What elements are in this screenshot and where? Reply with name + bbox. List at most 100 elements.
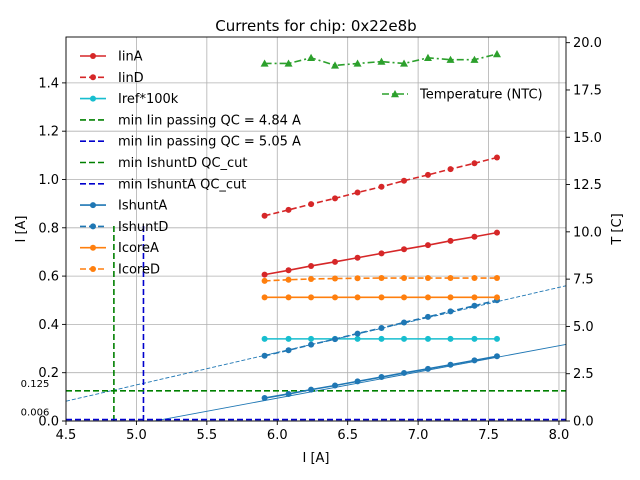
data-point xyxy=(471,275,478,282)
data-point xyxy=(332,382,339,389)
data-point-temperature xyxy=(446,55,455,63)
data-point-temperature xyxy=(260,59,269,67)
legend-label: Iref*100k xyxy=(118,92,179,107)
data-point xyxy=(471,294,478,301)
data-point-temperature xyxy=(307,53,316,62)
legend-label: IshuntA xyxy=(118,199,167,214)
legend-label: min Iin passing QC = 4.84 A xyxy=(118,113,301,128)
legend-marker xyxy=(90,74,96,81)
series-line-temperature xyxy=(264,53,498,67)
data-point xyxy=(261,294,268,301)
y-right-tick-label: 5.0 xyxy=(573,320,594,335)
legend-marker xyxy=(90,266,96,272)
data-point xyxy=(493,275,500,282)
legend-entry: min IshuntD QC_cut xyxy=(80,156,248,171)
data-point xyxy=(378,250,385,257)
legend-label: min Iin passing QC = 5.05 A xyxy=(118,135,301,150)
legend-entry: min IshuntA QC_cut xyxy=(80,177,246,192)
data-point xyxy=(401,177,408,184)
data-point xyxy=(447,237,454,244)
data-point xyxy=(308,262,315,269)
data-point xyxy=(424,242,431,249)
data-point xyxy=(447,294,454,301)
data-point-temperature xyxy=(331,61,340,69)
y-tick-label: 1.0 xyxy=(38,173,59,188)
data-point xyxy=(493,294,500,301)
data-point xyxy=(447,275,454,282)
data-point xyxy=(285,335,292,342)
data-point xyxy=(354,335,361,342)
data-point xyxy=(424,335,431,342)
data-point xyxy=(493,154,500,161)
y-right-tick-label: 12.5 xyxy=(573,178,602,193)
plot-content xyxy=(66,50,566,421)
y-tick-label: 0.4 xyxy=(38,318,59,333)
data-point xyxy=(493,229,500,236)
data-point xyxy=(424,275,431,282)
data-point xyxy=(447,166,454,173)
data-point xyxy=(285,390,292,397)
data-point xyxy=(378,374,385,381)
data-point xyxy=(471,233,478,240)
legend-entry: min Iin passing QC = 5.05 A xyxy=(80,135,301,150)
data-point xyxy=(332,294,339,301)
data-point xyxy=(308,201,315,208)
data-point xyxy=(471,302,478,309)
data-point xyxy=(354,254,361,261)
data-point-temperature xyxy=(400,59,409,67)
legend-entry: Iref*100k xyxy=(80,92,179,107)
legend-label: IcoreA xyxy=(118,241,159,256)
data-point xyxy=(285,347,292,354)
y-tick-label: 0.8 xyxy=(38,221,59,236)
data-point xyxy=(378,183,385,190)
data-point xyxy=(401,246,408,253)
data-point xyxy=(354,275,361,282)
data-point xyxy=(447,335,454,342)
legend-marker xyxy=(90,202,96,209)
data-point xyxy=(401,335,408,342)
data-point xyxy=(378,294,385,301)
data-point xyxy=(308,294,315,301)
y-right-tick-label: 2.5 xyxy=(573,367,594,382)
data-point xyxy=(261,271,268,278)
chart-title: Currents for chip: 0x22e8b xyxy=(215,17,416,35)
y-axis-label: I [A] xyxy=(14,215,29,242)
data-point xyxy=(285,294,292,301)
data-point xyxy=(354,330,361,337)
y-right-tick-label: 15.0 xyxy=(573,131,602,146)
x-tick-label: 5.0 xyxy=(126,428,147,443)
legend-label: IcoreD xyxy=(118,263,160,278)
grid xyxy=(65,37,566,422)
legend-marker xyxy=(90,53,96,59)
data-point xyxy=(378,275,385,282)
data-point xyxy=(308,275,315,282)
y-tick-label: 0.2 xyxy=(38,366,59,381)
data-point xyxy=(447,361,454,368)
qc-label: 0.006 xyxy=(21,408,50,419)
y-axis-right-label: T [C] xyxy=(610,213,625,245)
data-point xyxy=(261,212,268,219)
legend-entry: min Iin passing QC = 4.84 A xyxy=(80,113,301,128)
y-tick-label: 0.0 xyxy=(38,415,59,430)
legend-entry: IinD xyxy=(80,71,144,86)
data-point xyxy=(332,336,339,343)
y-right-tick-label: 7.5 xyxy=(573,273,594,288)
legend-label: min IshuntA QC_cut xyxy=(118,177,246,192)
legend: IinA IinD Iref*100k min Iin passing QC = 4.… xyxy=(80,50,543,278)
x-tick-label: 7.5 xyxy=(478,428,499,443)
data-point xyxy=(447,308,454,315)
x-tick-label: 6.5 xyxy=(337,428,358,443)
data-point xyxy=(424,171,431,178)
data-point xyxy=(378,325,385,332)
legend-entry: IcoreD xyxy=(80,263,160,278)
data-point xyxy=(308,341,315,348)
data-point xyxy=(424,313,431,320)
x-tick-label: 8.0 xyxy=(549,428,570,443)
data-point xyxy=(261,352,268,359)
y-right-tick-label: 20.0 xyxy=(573,36,602,51)
data-point xyxy=(471,335,478,342)
data-point xyxy=(308,386,315,393)
data-point xyxy=(493,353,500,360)
legend-label: IshuntD xyxy=(118,220,168,235)
